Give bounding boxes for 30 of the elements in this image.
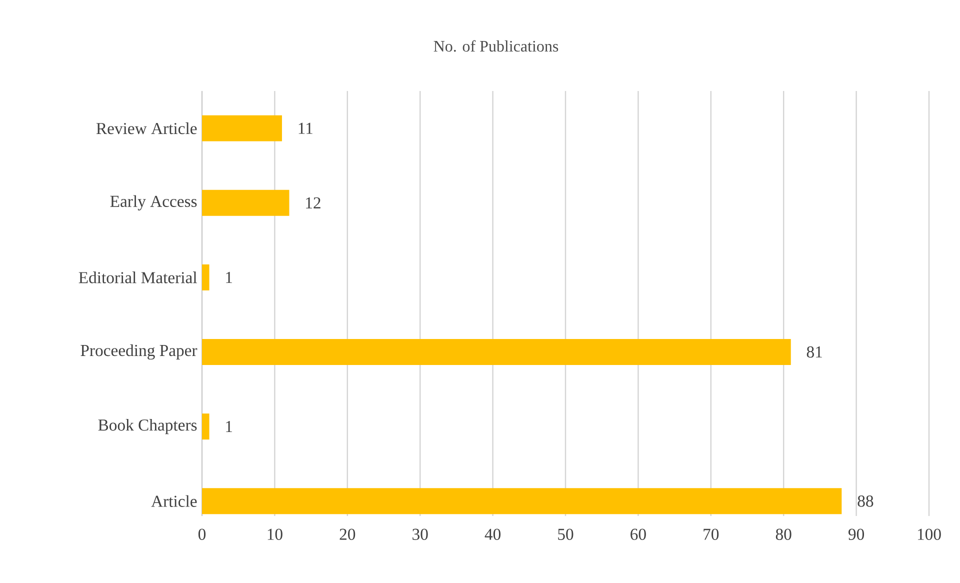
- data-label: 11: [298, 122, 312, 134]
- x-tick-label: 80: [776, 528, 792, 540]
- data-label: 1: [226, 272, 232, 283]
- bar: [202, 264, 210, 290]
- bar: [202, 338, 791, 365]
- y-tick-label: Book Chapters: [98, 418, 197, 434]
- chart-title: No. of Publications: [434, 40, 558, 52]
- x-tick-label: 90: [848, 528, 864, 540]
- x-tick-label: 40: [484, 528, 500, 540]
- bar: [202, 115, 282, 142]
- x-tick-label: 20: [340, 528, 356, 540]
- x-tick-label: 30: [412, 528, 428, 540]
- bar: [202, 414, 210, 440]
- x-tick-label: 10: [268, 528, 282, 540]
- data-label: 81: [806, 346, 822, 358]
- y-tick-label: Editorial Material: [78, 272, 197, 284]
- y-tick-label: Early Access: [110, 195, 197, 210]
- data-label: 88: [858, 495, 874, 507]
- x-tick-label: 100: [918, 528, 941, 540]
- bar: [202, 190, 290, 216]
- bar: [202, 488, 842, 514]
- y-tick-label: Proceeding Paper: [80, 344, 198, 360]
- y-tick-label: Review Article: [96, 122, 197, 134]
- data-label: 1: [226, 421, 232, 432]
- x-tick-label: 70: [704, 528, 719, 540]
- data-label: 12: [306, 197, 320, 208]
- x-tick-label: 60: [630, 528, 646, 540]
- x-tick-label: 50: [558, 528, 574, 540]
- x-tick-label: 0: [198, 528, 206, 540]
- y-tick-label: Article: [151, 495, 197, 507]
